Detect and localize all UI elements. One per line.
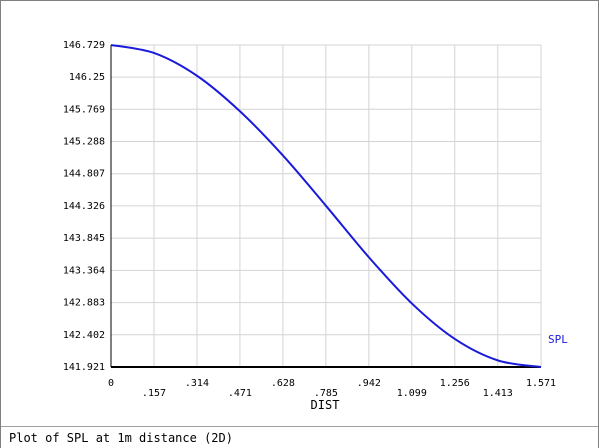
y-tick-label: 141.921 [63, 362, 105, 373]
x-tick-label: .314 [185, 378, 209, 389]
y-tick-labels: 141.921 142.402 142.883 143.364 143.845 144.3… [63, 40, 105, 373]
x-tick-labels: 0 .157 .314 .471 .628 .785 .942 1.099 1.256 1.413… [108, 378, 556, 399]
x-tick-label: .785 [314, 388, 338, 399]
y-tick-label: 146.729 [63, 40, 105, 51]
y-tick-label: 142.883 [63, 298, 105, 309]
x-tick-label: .157 [142, 388, 166, 399]
y-tick-label: 145.288 [63, 137, 105, 148]
y-tick-label: 144.326 [63, 201, 105, 212]
x-axis-title: DIST [311, 398, 340, 412]
x-tick-label: .628 [271, 378, 295, 389]
x-tick-label: 1.413 [483, 388, 513, 399]
spl-line-chart: 141.921 142.402 142.883 143.364 143.845 144.3… [63, 40, 568, 412]
legend-spl: SPL [548, 333, 568, 346]
y-tick-label: 146.25 [69, 72, 105, 83]
x-tick-label: 0 [108, 378, 114, 389]
x-tick-label: .942 [357, 378, 381, 389]
y-tick-label: 144.807 [63, 169, 105, 180]
x-tick-label: 1.571 [526, 378, 556, 389]
series-group [110, 44, 542, 368]
y-tick-label: 143.364 [63, 265, 105, 276]
x-tick-label: 1.256 [440, 378, 470, 389]
plot-caption: Plot of SPL at 1m distance (2D) [9, 431, 233, 445]
axes [110, 45, 541, 368]
y-tick-label: 142.402 [63, 330, 105, 341]
x-tick-label: 1.099 [397, 388, 427, 399]
x-tick-label: .471 [228, 388, 252, 399]
caption-bar: Plot of SPL at 1m distance (2D) [1, 426, 598, 448]
y-tick-label: 143.845 [63, 233, 105, 244]
y-tick-label: 145.769 [63, 104, 105, 115]
